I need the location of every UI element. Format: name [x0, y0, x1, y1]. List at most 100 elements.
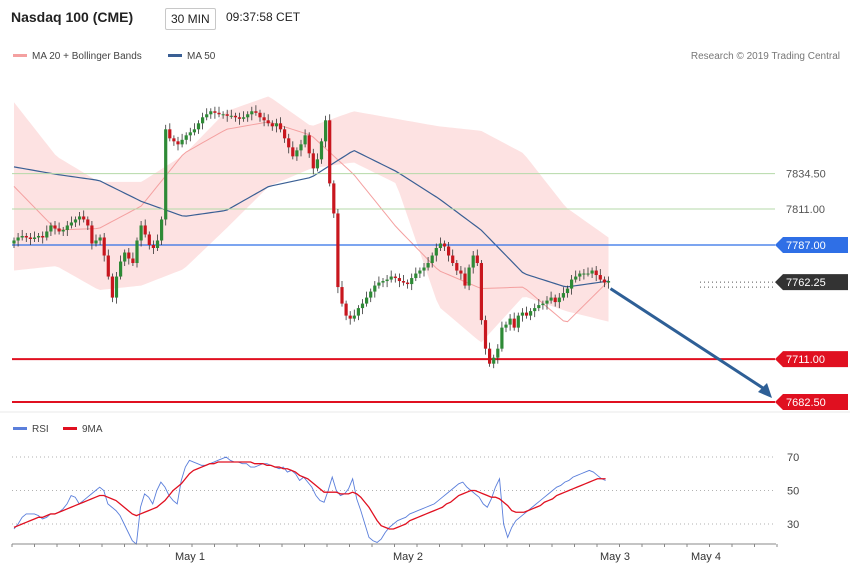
bollinger-band	[14, 96, 609, 343]
candle-body	[147, 234, 151, 245]
candle-body	[455, 263, 459, 271]
candle-body	[602, 279, 606, 283]
ma9-legend-label: 9MA	[82, 424, 103, 435]
rsi-series-0	[13, 456, 606, 545]
candle-body	[250, 111, 254, 115]
candle-body	[385, 279, 389, 282]
candle-body	[184, 135, 188, 140]
candle-body	[438, 243, 442, 249]
rsi-legend-label: RSI	[32, 424, 49, 435]
level-label-4: 7711.00	[786, 354, 825, 366]
candle-body	[369, 291, 373, 298]
candle-body	[135, 240, 139, 264]
candle-body	[344, 303, 348, 316]
candle-body	[283, 129, 287, 139]
candle-body	[160, 219, 164, 241]
candle-body	[274, 123, 278, 127]
candle-body	[524, 312, 529, 316]
candle-body	[397, 278, 401, 282]
level-label-5: 7682.50	[786, 397, 826, 409]
candle-body	[434, 248, 438, 256]
candle-body	[205, 114, 209, 118]
candle-body	[553, 297, 557, 303]
candle-body	[287, 138, 291, 148]
candle-body	[381, 281, 385, 283]
candle-body	[82, 216, 86, 220]
candle-body	[254, 111, 258, 113]
candle-body	[311, 153, 315, 169]
candle-body	[590, 270, 594, 274]
candle-body	[492, 357, 496, 364]
candle-body	[360, 303, 365, 309]
candle-body	[57, 228, 61, 232]
candle-body	[324, 120, 328, 142]
candle-body	[508, 318, 512, 325]
candle-body	[270, 123, 274, 127]
candle-body	[65, 225, 69, 230]
candle-body	[328, 120, 332, 184]
candle-body	[69, 222, 73, 226]
candle-body	[356, 308, 360, 316]
candle-body	[586, 273, 590, 275]
candle-body	[201, 117, 205, 124]
candle-body	[221, 114, 225, 116]
candle-body	[430, 255, 434, 264]
candle-body	[332, 183, 336, 214]
candle-body	[291, 147, 295, 157]
candle-body	[24, 235, 28, 238]
candle-body	[180, 139, 184, 145]
candle-body	[447, 246, 451, 256]
candle-body	[512, 318, 516, 328]
candle-body	[299, 144, 303, 151]
ma9-swatch	[63, 426, 77, 430]
candle-body	[373, 285, 377, 292]
candle-body	[98, 237, 102, 241]
candle-body	[336, 213, 340, 288]
candle-body	[12, 240, 16, 244]
candle-body	[582, 273, 586, 275]
candle-body	[266, 120, 270, 124]
candle-body	[217, 112, 221, 115]
ma20-swatch	[13, 53, 27, 57]
candle-body	[28, 237, 32, 239]
candle-body	[463, 273, 467, 286]
candle-body	[479, 263, 483, 321]
candle-body	[20, 235, 24, 238]
candle-body	[545, 300, 549, 304]
candle-body	[520, 312, 524, 316]
ma50-swatch	[168, 53, 182, 57]
candle-body	[307, 135, 311, 154]
candle-body	[570, 279, 574, 289]
candle-body	[475, 255, 479, 264]
candle-body	[237, 117, 242, 119]
candle-body	[500, 327, 504, 349]
rsi-series-1	[13, 461, 606, 530]
candle-body	[561, 293, 565, 298]
candle-body	[442, 243, 447, 247]
interval-selector[interactable]: 30 MIN	[165, 8, 216, 30]
candles	[12, 105, 611, 369]
ma50-legend-label: MA 50	[187, 51, 216, 62]
legend-rsi: RSI	[13, 424, 49, 435]
candle-body	[549, 297, 553, 301]
candle-body	[196, 123, 201, 130]
x-axis-label-3: May 4	[691, 551, 721, 563]
candle-body	[541, 303, 545, 306]
candle-body	[209, 111, 213, 115]
candle-body	[192, 129, 196, 133]
candle-body	[49, 225, 53, 232]
candle-body	[606, 281, 611, 283]
research-credit: Research © 2019 Trading Central	[690, 51, 840, 62]
candle-body	[315, 159, 319, 169]
candle-body	[574, 276, 578, 280]
candle-body	[529, 311, 533, 316]
candle-body	[233, 115, 237, 118]
candle-body	[262, 117, 266, 121]
candle-body	[168, 129, 172, 139]
ma20-legend-label: MA 20 + Bollinger Bands	[32, 51, 142, 62]
level-tag-2	[775, 237, 848, 253]
candle-body	[537, 305, 541, 309]
candle-body	[303, 135, 307, 145]
candle-body	[533, 308, 537, 312]
rsi-swatch	[13, 426, 27, 430]
